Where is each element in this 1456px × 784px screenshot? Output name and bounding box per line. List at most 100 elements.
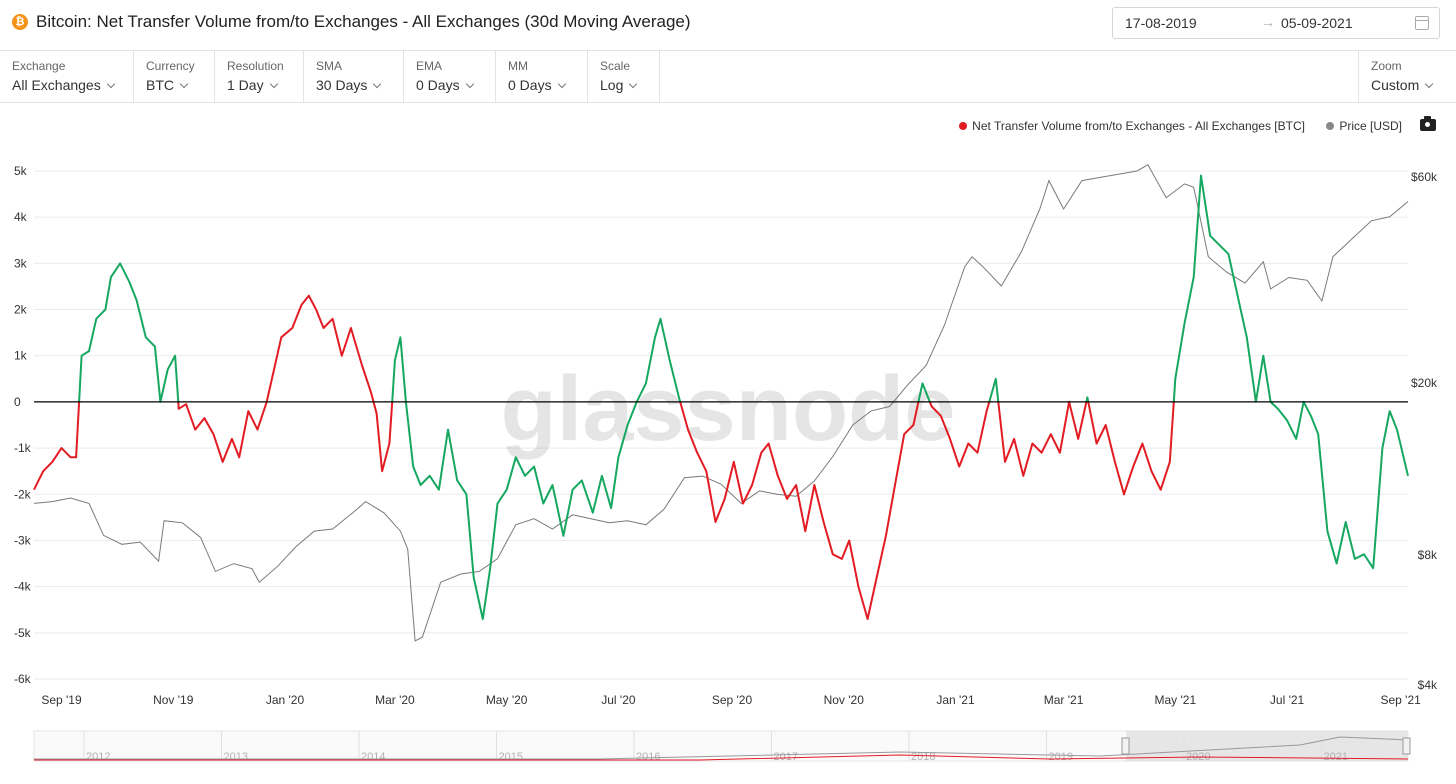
resolution-select[interactable]: Resolution 1 Day: [215, 51, 304, 102]
navigator-year-label: 2016: [636, 751, 660, 763]
exchange-label: Exchange: [12, 59, 66, 73]
scale-value[interactable]: Log: [600, 77, 638, 93]
net-transfer-negative-segment: [679, 401, 920, 620]
chevron-down-icon: [179, 79, 189, 89]
currency-select[interactable]: Currency BTC: [134, 51, 215, 102]
date-to-input[interactable]: 05-09-2021: [1281, 15, 1353, 31]
scale-select[interactable]: Scale Log: [588, 51, 660, 102]
y-tick-label: -3k: [14, 533, 32, 547]
navigator-year-label: 2013: [224, 751, 248, 763]
x-tick-label: Mar '21: [1044, 693, 1084, 707]
navigator-handle-right: [1402, 737, 1411, 755]
chart-title: Bitcoin: Net Transfer Volume from/to Exc…: [36, 12, 691, 31]
y-tick-label: -4k: [14, 580, 32, 594]
y-right-tick-label: $8k: [1418, 548, 1438, 562]
navigator-handle-left: [1121, 737, 1130, 755]
chevron-down-icon: [465, 79, 474, 89]
chart-controls: Exchange All Exchanges Currency BTC Reso…: [0, 51, 1456, 103]
arrow-right-icon: →: [1261, 14, 1275, 30]
watermark: glassnode: [500, 358, 955, 460]
y-tick-label: 2k: [14, 303, 28, 317]
currency-value[interactable]: BTC: [146, 77, 189, 93]
x-axis: Sep '19 Nov '19 Jan '20 Mar '20 May '20 Jul '…: [41, 693, 1421, 707]
x-tick-label: Nov '19: [153, 693, 194, 707]
zoom-value[interactable]: Custom: [1371, 77, 1434, 93]
navigator-year-label: 2019: [1049, 751, 1073, 763]
ema-select[interactable]: EMA 0 Days: [404, 51, 496, 102]
net-transfer-positive-segment: [391, 317, 682, 620]
navigator-year-label: 2017: [774, 751, 798, 763]
mm-label: MM: [508, 59, 528, 73]
chevron-down-icon: [557, 79, 566, 89]
sma-select[interactable]: SMA 30 Days: [304, 51, 404, 102]
mm-value[interactable]: 0 Days: [508, 77, 566, 93]
y-tick-label: 1k: [14, 349, 28, 363]
navigator[interactable]: 2012 2013 2014 2015 2016 2017 2018 2019 2020 2021: [33, 730, 1411, 763]
legend-label: Net Transfer Volume from/to Exchanges - …: [972, 119, 1305, 133]
price-series: [33, 164, 1409, 642]
resolution-value[interactable]: 1 Day: [227, 77, 278, 93]
navigator-year-label: 2020: [1186, 751, 1210, 763]
navigator-price-line: [34, 736, 1409, 760]
grid-lines: [34, 170, 1408, 680]
y-axis-left: 5k 4k 3k 2k 1k 0 -1k -2k -3k -4k -5k -6k: [14, 164, 32, 686]
chart-legend: Net Transfer Volume from/to Exchanges - …: [941, 119, 1402, 133]
mm-select[interactable]: MM 0 Days: [496, 51, 588, 102]
x-tick-label: Jul '20: [601, 693, 636, 707]
net-transfer-negative-segment: [177, 294, 394, 473]
currency-label: Currency: [146, 59, 195, 73]
navigator-year-label: 2018: [911, 751, 935, 763]
price-line: [33, 164, 1409, 642]
y-axis-right: $60k $20k $8k $4k: [1411, 170, 1438, 692]
navigator-year-label: 2014: [361, 751, 385, 763]
net-transfer-positive-segment: [917, 382, 931, 403]
x-tick-label: May '21: [1155, 693, 1197, 707]
bitcoin-icon: ₿: [12, 14, 28, 30]
scale-label: Scale: [600, 59, 631, 73]
navigator-year-label: 2015: [499, 751, 523, 763]
x-tick-label: Sep '19: [41, 693, 82, 707]
date-range-picker[interactable]: 17-08-2019 → 05-09-2021: [1112, 7, 1440, 39]
x-tick-label: Jan '20: [266, 693, 305, 707]
exchange-value[interactable]: All Exchanges: [12, 77, 115, 93]
zoom-select[interactable]: Zoom Custom: [1358, 51, 1456, 102]
y-tick-label: 0: [14, 395, 21, 409]
chevron-down-icon: [1424, 79, 1434, 89]
navigator-track: [33, 730, 1409, 762]
chevron-down-icon: [629, 79, 638, 89]
camera-icon[interactable]: [1420, 116, 1436, 131]
net-transfer-positive-segment: [1172, 174, 1409, 570]
legend-dot: [1326, 122, 1335, 130]
net-transfer-negative-segment: [928, 401, 991, 468]
ema-value[interactable]: 0 Days: [416, 77, 474, 93]
date-from-input[interactable]: 17-08-2019: [1125, 15, 1197, 31]
y-right-tick-label: $4k: [1418, 678, 1438, 692]
x-tick-label: Mar '20: [375, 693, 415, 707]
net-transfer-positive-segment: [78, 262, 180, 403]
y-tick-label: -5k: [14, 626, 32, 640]
navigator-year-label: 2021: [1324, 751, 1348, 763]
legend-dot: [959, 122, 968, 130]
exchange-select[interactable]: Exchange All Exchanges: [0, 51, 134, 102]
y-tick-label: -1k: [14, 441, 32, 455]
x-tick-label: Jul '21: [1270, 693, 1305, 707]
calendar-icon[interactable]: [1415, 16, 1429, 30]
legend-item-price[interactable]: Price [USD]: [1326, 119, 1402, 133]
ema-label: EMA: [416, 59, 443, 73]
net-transfer-positive-segment: [1085, 396, 1090, 403]
sma-label: SMA: [316, 59, 343, 73]
y-right-tick-label: $60k: [1411, 170, 1438, 184]
y-tick-label: 4k: [14, 210, 28, 224]
chevron-down-icon: [106, 79, 115, 89]
net-transfer-series: [33, 174, 1409, 620]
navigator-net-line: [34, 754, 1409, 761]
legend-item-net-transfer[interactable]: Net Transfer Volume from/to Exchanges - …: [959, 119, 1305, 133]
y-tick-label: 3k: [14, 256, 28, 270]
net-transfer-negative-segment: [33, 401, 81, 491]
legend-label: Price [USD]: [1339, 119, 1402, 133]
sma-value[interactable]: 30 Days: [316, 77, 382, 93]
chart-header: ₿ Bitcoin: Net Transfer Volume from/to E…: [0, 0, 1456, 51]
y-right-tick-label: $20k: [1411, 376, 1438, 390]
net-transfer-positive-segment: [988, 377, 1000, 403]
